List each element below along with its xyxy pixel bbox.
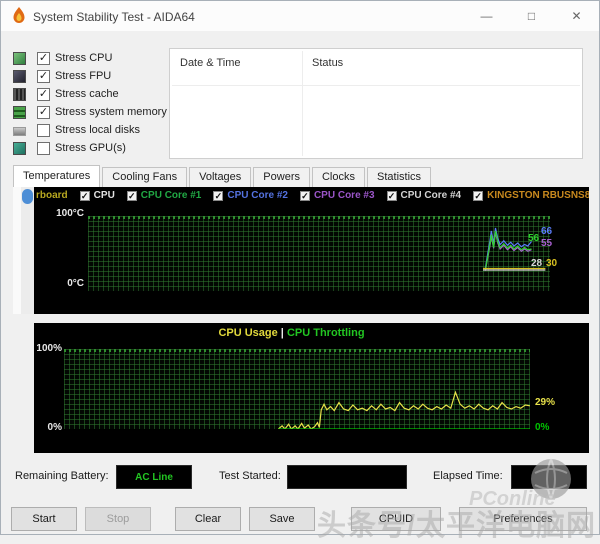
- throttling-current-value: 0%: [535, 422, 550, 433]
- legend-cpu-core-4-checkbox[interactable]: ✓: [386, 190, 397, 201]
- column-header-date-time[interactable]: Date & Time: [180, 57, 241, 69]
- stress-cpu-row[interactable]: ✓ Stress CPU: [13, 49, 167, 67]
- tab-clocks[interactable]: Clocks: [311, 167, 365, 187]
- battery-status-box: AC Line: [116, 465, 192, 489]
- tab-temperatures[interactable]: Temperatures: [13, 165, 101, 187]
- elapsed-time-box: [511, 465, 587, 489]
- clear-button[interactable]: Clear: [175, 507, 241, 531]
- cpu-usage-panel: CPU Usage | CPU Throttling 100% 0% 29% 0…: [34, 323, 589, 453]
- start-button[interactable]: Start: [11, 507, 77, 531]
- temp-axis-min-label: 0°C: [67, 278, 84, 289]
- stress-disks-checkbox[interactable]: [37, 123, 50, 137]
- test-started-box: [287, 465, 407, 489]
- minimize-icon[interactable]: —: [480, 9, 493, 23]
- save-button[interactable]: Save: [249, 507, 315, 531]
- stress-fpu-checkbox[interactable]: ✓: [37, 69, 50, 83]
- legend-cpu-checkbox[interactable]: ✓: [79, 190, 90, 201]
- temperatures-graph-area: rboard ✓ CPU ✓ CPU Core #1 ✓ CPU Core #2…: [34, 187, 589, 314]
- legend-cpu-core-3-checkbox[interactable]: ✓: [299, 190, 310, 201]
- scrollbar-thumb[interactable]: [22, 189, 33, 204]
- remaining-battery-label: Remaining Battery:: [15, 470, 109, 482]
- test-started-label: Test Started:: [219, 470, 281, 482]
- usage-current-value: 29%: [535, 397, 556, 408]
- tab-cooling-fans[interactable]: Cooling Fans: [102, 167, 188, 187]
- legend-cpu[interactable]: ✓ CPU: [79, 190, 115, 201]
- temp-value-core2: 66: [541, 226, 553, 237]
- stress-gpu-row[interactable]: Stress GPU(s): [13, 139, 167, 157]
- cpuid-button[interactable]: CPUID: [351, 507, 441, 531]
- stop-button: Stop: [85, 507, 151, 531]
- legend-kingston-checkbox[interactable]: ✓: [473, 190, 484, 201]
- stress-gpu-checkbox[interactable]: [37, 141, 50, 155]
- temp-value-ssd: 30: [546, 258, 558, 269]
- maximize-icon[interactable]: □: [527, 9, 536, 23]
- stress-cache-label: Stress cache: [55, 88, 119, 100]
- tab-voltages[interactable]: Voltages: [189, 167, 252, 187]
- table-column-divider: [302, 51, 303, 156]
- tab-powers[interactable]: Powers: [253, 167, 310, 187]
- stress-memory-label: Stress system memory: [55, 106, 167, 118]
- legend-cpu-core-3[interactable]: ✓ CPU Core #3: [299, 190, 375, 201]
- window-title: System Stability Test - AIDA64: [33, 10, 195, 24]
- cpu-icon: [13, 51, 26, 65]
- legend-cpu-core-4[interactable]: ✓ CPU Core #4: [386, 190, 462, 201]
- disk-icon: [13, 126, 26, 136]
- stress-memory-checkbox[interactable]: ✓: [37, 105, 50, 119]
- legend-kingston-ssd[interactable]: ✓ KINGSTON RBUSNS8180: [473, 190, 589, 201]
- cpu-throttling-title: CPU Throttling: [286, 327, 365, 339]
- temp-value-cpu: 28: [531, 258, 543, 269]
- cache-icon: [13, 87, 26, 101]
- column-header-status[interactable]: Status: [312, 57, 344, 69]
- stress-gpu-label: Stress GPU(s): [55, 142, 126, 154]
- cpu-usage-chart: [64, 349, 530, 429]
- temperatures-panel: rboard ✓ CPU ✓ CPU Core #1 ✓ CPU Core #2…: [13, 187, 589, 314]
- memory-icon: [13, 105, 26, 119]
- legend-motherboard: rboard: [36, 190, 68, 201]
- stress-memory-row[interactable]: ✓ Stress system memory: [13, 103, 167, 121]
- elapsed-time-label: Elapsed Time:: [433, 470, 503, 482]
- temperatures-legend: rboard ✓ CPU ✓ CPU Core #1 ✓ CPU Core #2…: [36, 190, 589, 201]
- status-log-table: Date & Time Status: [169, 48, 583, 159]
- legend-cpu-core-2[interactable]: ✓ CPU Core #2: [213, 190, 288, 201]
- stress-cache-row[interactable]: ✓ Stress cache: [13, 85, 167, 103]
- temp-value-core1: 56: [528, 233, 540, 244]
- legend-cpu-core-1-checkbox[interactable]: ✓: [126, 190, 137, 201]
- temperature-chart: [88, 216, 550, 291]
- legend-scrollbar[interactable]: [21, 187, 34, 314]
- cpu-usage-title: CPU Usage: [218, 327, 278, 339]
- temp-axis-max-label: 100°C: [56, 208, 84, 219]
- stress-cpu-checkbox[interactable]: ✓: [37, 51, 50, 65]
- stress-disks-label: Stress local disks: [55, 124, 140, 136]
- gpu-icon: [13, 141, 26, 155]
- temp-value-core3: 55: [541, 238, 553, 249]
- stress-fpu-label: Stress FPU: [55, 70, 112, 82]
- fpu-icon: [13, 69, 26, 83]
- legend-cpu-core-2-checkbox[interactable]: ✓: [213, 190, 224, 201]
- title-bar: System Stability Test - AIDA64 — □ ✕: [1, 1, 599, 31]
- graph-tab-bar: Temperatures Cooling Fans Voltages Power…: [13, 165, 433, 187]
- close-icon[interactable]: ✕: [571, 9, 582, 23]
- stress-options-list: ✓ Stress CPU ✓ Stress FPU ✓ Stress cache…: [13, 49, 167, 157]
- usage-axis-max-label: 100%: [36, 343, 62, 354]
- title-separator: |: [280, 327, 284, 339]
- stress-disks-row[interactable]: Stress local disks: [13, 121, 167, 139]
- stress-cpu-label: Stress CPU: [55, 52, 113, 64]
- battery-status-value: AC Line: [135, 471, 173, 483]
- legend-cpu-core-1[interactable]: ✓ CPU Core #1: [126, 190, 202, 201]
- usage-graph-title: CPU Usage | CPU Throttling: [34, 327, 549, 339]
- aida64-flame-icon: [13, 7, 25, 23]
- stress-cache-checkbox[interactable]: ✓: [37, 87, 50, 101]
- preferences-button[interactable]: Preferences: [459, 507, 587, 531]
- table-header-divider: [172, 85, 580, 86]
- tab-statistics[interactable]: Statistics: [367, 167, 432, 187]
- usage-axis-min-label: 0%: [47, 422, 62, 433]
- stress-fpu-row[interactable]: ✓ Stress FPU: [13, 67, 167, 85]
